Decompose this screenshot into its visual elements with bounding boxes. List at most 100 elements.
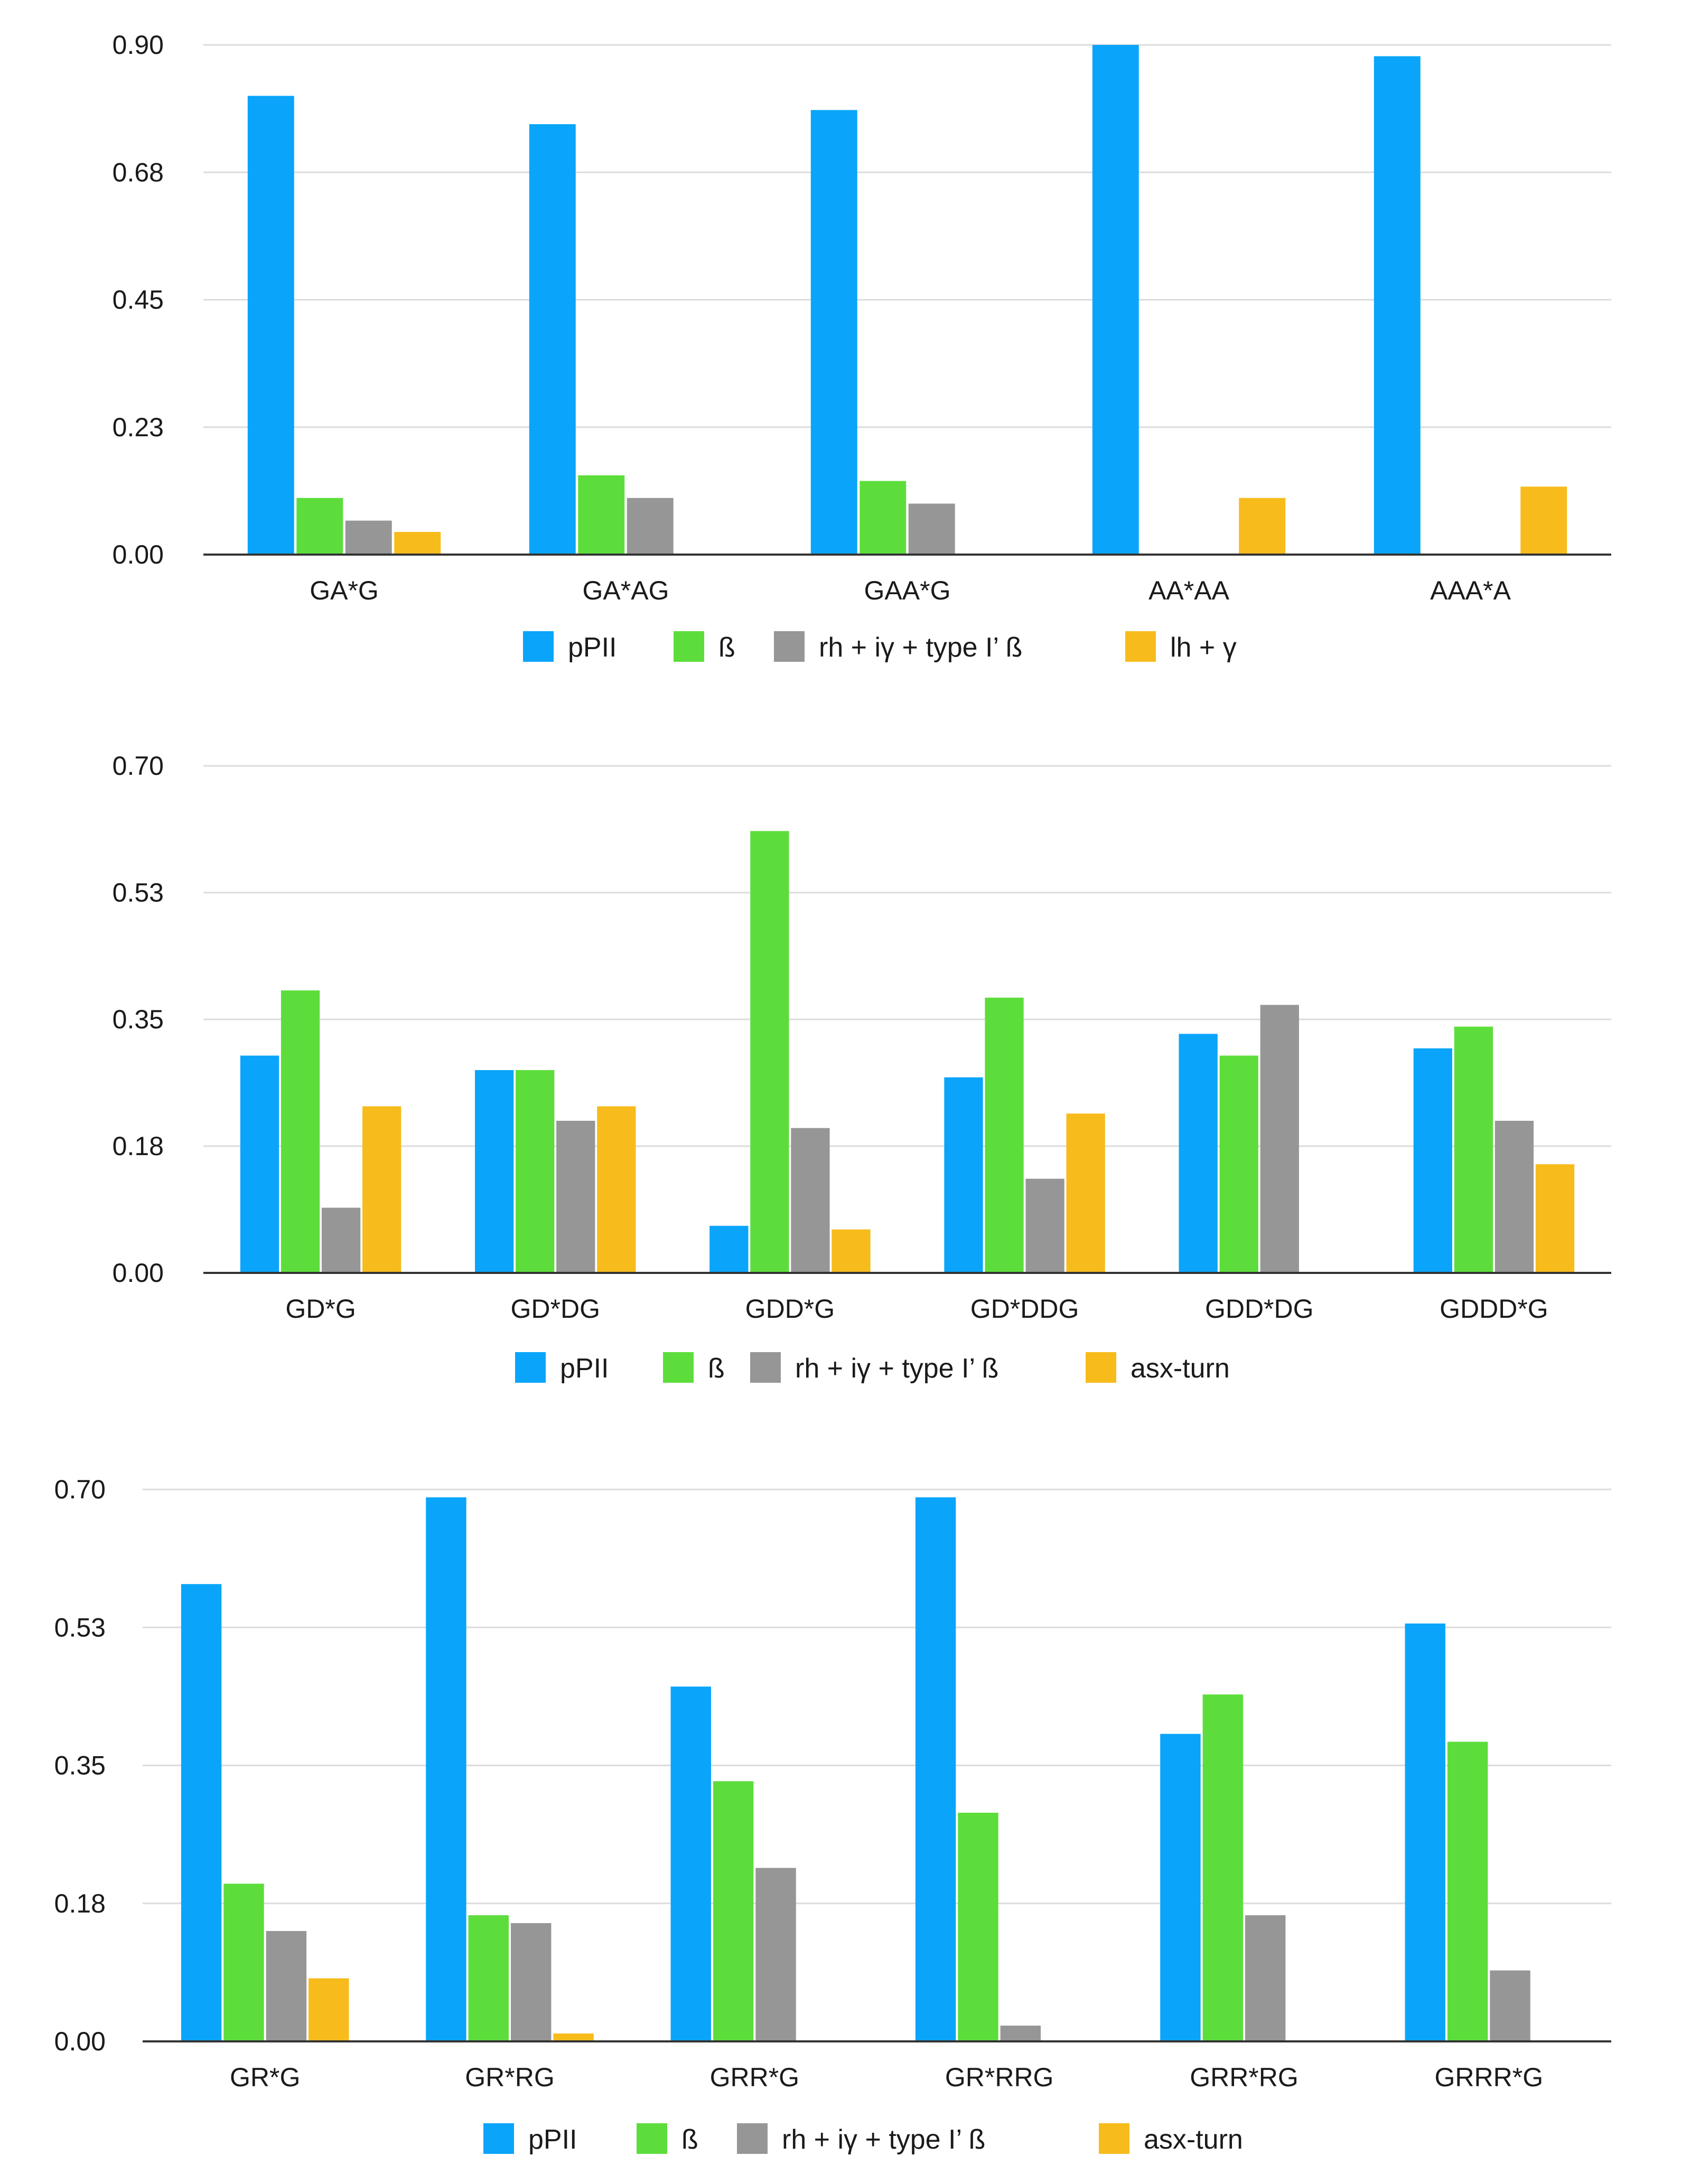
bar-ppii-grsg [181, 1584, 222, 2041]
x-category-label: GA*G [310, 576, 379, 605]
bar-lh-aaasa [1520, 486, 1567, 555]
x-category-label: GD*G [285, 1294, 356, 1324]
bar--gdddsg [1454, 1026, 1493, 1273]
x-category-label: GDD*G [745, 1294, 835, 1324]
y-tick-label: 0.00 [113, 1258, 164, 1288]
legend-label-lh: lh + γ [1170, 632, 1237, 663]
y-tick-label: 0.90 [113, 30, 164, 60]
bar-rh-i-type-i-grrsrg [1245, 1915, 1286, 2041]
bar-asx-turn-gdsddg [1066, 1113, 1105, 1273]
bar--grsrrg [958, 1813, 998, 2041]
bar--grrsg [713, 1781, 754, 2041]
y-tick-label: 0.00 [54, 2027, 106, 2056]
x-category-label: GA*AG [583, 576, 669, 605]
legend-label-asx-turn: asx-turn [1144, 2124, 1243, 2155]
x-category-label: GRR*RG [1190, 2063, 1299, 2092]
legend-label-rh-i-type-i: rh + iγ + type I’ ß [782, 2124, 985, 2155]
legend-label-ppii: pPII [528, 2124, 577, 2155]
legend-swatch- [674, 631, 704, 662]
x-category-label: GRR*G [710, 2063, 799, 2092]
bar-ppii-gdsg [240, 1055, 279, 1273]
y-tick-label: 0.70 [113, 751, 164, 781]
bar--gdsddg [985, 997, 1024, 1273]
y-tick-label: 0.18 [113, 1131, 164, 1161]
bar-lh-gasg [394, 532, 441, 555]
bar-ppii-gdsddg [944, 1077, 983, 1273]
bar--gaasg [860, 481, 907, 555]
x-category-label: GD*DDG [970, 1294, 1079, 1324]
chart-aspartate: 0.00 0.18 0.35 0.53 0.70 GD*G GD*DG GDD*G GD*DDG… [113, 751, 1611, 1384]
legend-label-: ß [718, 632, 735, 663]
y-tick-label: 0.23 [113, 413, 164, 442]
bar-ppii-aasaa [1092, 45, 1139, 555]
bar-rh-i-type-i-gdsdg [556, 1121, 595, 1273]
bar-ppii-gdddsg [1413, 1048, 1452, 1273]
bar-ppii-gddsdg [1179, 1034, 1218, 1273]
bar--gdsg [281, 990, 320, 1273]
bar-asx-turn-gdddsg [1535, 1164, 1575, 1273]
bar-ppii-grsrrg [915, 1497, 956, 2041]
x-category-label: GDDD*G [1440, 1294, 1548, 1324]
legend-swatch-lh [1125, 631, 1156, 662]
x-category-label: GRRR*G [1435, 2063, 1544, 2092]
bar-rh-i-type-i-gasg [345, 520, 392, 555]
legend-swatch-asx-turn [1099, 2123, 1129, 2154]
bar-asx-turn-gddsg [832, 1229, 871, 1273]
bar-asx-turn-gdsdg [597, 1106, 636, 1273]
bar-rh-i-type-i-grsg [266, 1931, 307, 2041]
legend-swatch-rh-i-type-i [774, 631, 805, 662]
bar-asx-turn-grsg [309, 1978, 349, 2041]
legend-swatch- [637, 2123, 667, 2154]
y-tick-label: 0.70 [54, 1475, 106, 1504]
y-tick-label: 0.53 [54, 1613, 106, 1642]
legend-swatch- [663, 1352, 694, 1383]
bar-ppii-gdsdg [475, 1070, 514, 1273]
bar-rh-i-type-i-gdddsg [1494, 1121, 1534, 1273]
legend-swatch-asx-turn [1086, 1352, 1116, 1383]
legend-swatch-rh-i-type-i [750, 1352, 781, 1383]
bar-ppii-grrsg [670, 1686, 711, 2041]
legend-label-ppii: pPII [560, 1353, 609, 1384]
bar-rh-i-type-i-grrrsg [1490, 1970, 1530, 2041]
legend-label-rh-i-type-i: rh + iγ + type I’ ß [795, 1353, 998, 1384]
bar--gasag [578, 475, 625, 555]
bar-rh-i-type-i-gdsg [321, 1207, 361, 1273]
legend-label-: ß [681, 2124, 698, 2155]
chart-arginine: 0.00 0.18 0.35 0.53 0.70 GR*G GR*RG GRR*G GR*RRG… [54, 1475, 1611, 2155]
y-tick-label: 0.45 [113, 285, 164, 315]
bar-rh-i-type-i-grsrrg [1000, 2026, 1041, 2041]
bar-rh-i-type-i-gddsdg [1260, 1005, 1299, 1273]
bar--grrrsg [1447, 1741, 1488, 2041]
legend-swatch-ppii [515, 1352, 546, 1383]
bar-asx-turn-grsrg [553, 2033, 594, 2041]
bar--gddsg [750, 831, 789, 1273]
legend-swatch-ppii [523, 631, 554, 662]
y-tick-label: 0.18 [54, 1889, 106, 1918]
bar-rh-i-type-i-gddsg [791, 1128, 830, 1273]
legend-label-: ß [708, 1353, 725, 1384]
bar-lh-aasaa [1239, 498, 1286, 555]
bar-rh-i-type-i-gdsddg [1025, 1178, 1064, 1273]
x-category-label: GR*G [230, 2063, 300, 2092]
bar--grsrg [468, 1915, 509, 2041]
bar-ppii-gaasg [810, 110, 857, 555]
x-category-label: GAA*G [864, 576, 951, 605]
y-tick-label: 0.68 [113, 157, 164, 187]
legend-label-asx-turn: asx-turn [1131, 1353, 1230, 1384]
bar--gdsdg [516, 1070, 555, 1273]
bar-rh-i-type-i-grrsg [755, 1868, 796, 2041]
x-category-label: AAA*A [1430, 576, 1511, 605]
bar-rh-i-type-i-grsrg [510, 1923, 552, 2041]
bar-asx-turn-gdsg [362, 1106, 401, 1273]
legend-label-ppii: pPII [568, 632, 617, 663]
legend-swatch-ppii [483, 2123, 514, 2154]
bar-ppii-aaasa [1374, 56, 1421, 555]
bar-ppii-grsrg [426, 1497, 466, 2041]
legend-label-rh-i-type-i: rh + iγ + type I’ ß [819, 632, 1022, 663]
legend-swatch-rh-i-type-i [737, 2123, 768, 2154]
bar-ppii-grrsrg [1160, 1733, 1201, 2041]
bar-ppii-gddsg [709, 1225, 749, 1273]
x-category-label: AA*AA [1148, 576, 1230, 605]
bar-ppii-gasag [529, 124, 576, 555]
